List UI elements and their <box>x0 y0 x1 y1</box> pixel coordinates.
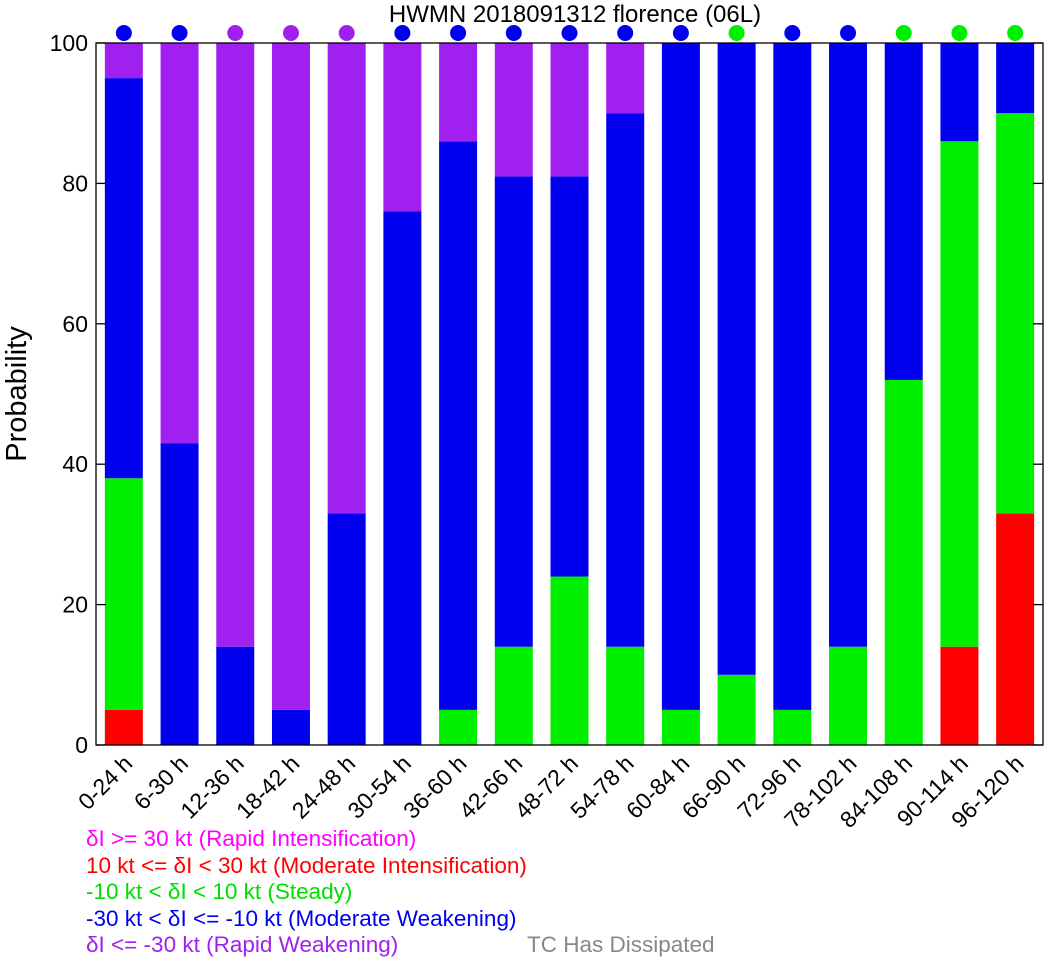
bar-moderate-weakening <box>271 709 310 745</box>
most-likely-dot <box>672 25 689 41</box>
most-likely-dot <box>728 25 745 41</box>
bar-moderate-weakening <box>884 43 923 380</box>
bar-moderate-intensification <box>104 709 143 745</box>
bar-steady <box>940 141 979 647</box>
y-axis-label: Probability <box>1 326 33 462</box>
bar-rapid-weakening <box>550 43 589 177</box>
legend-item-steady: -10 kt < δI < 10 kt (Steady) <box>86 879 353 904</box>
most-likely-dot <box>561 25 578 41</box>
bar-moderate-weakening <box>550 176 589 577</box>
most-likely-dot <box>171 25 188 41</box>
bar-moderate-weakening <box>216 646 255 745</box>
tc-dissipated-note: TC Has Dissipated <box>527 932 715 957</box>
x-tick-label: 0-24 h <box>73 750 138 815</box>
bar-steady <box>606 646 645 745</box>
bar-steady <box>884 379 923 745</box>
bar-moderate-weakening <box>996 43 1035 114</box>
bar-steady <box>550 576 589 745</box>
bar-rapid-weakening <box>216 43 255 647</box>
y-tick-label: 20 <box>62 592 88 618</box>
most-likely-dot <box>1007 25 1024 41</box>
bar-moderate-weakening <box>773 43 812 710</box>
plot-frame <box>95 42 1044 746</box>
bar-steady <box>773 709 812 745</box>
most-likely-dot <box>394 25 411 41</box>
bar-moderate-weakening <box>717 43 756 675</box>
most-likely-dot <box>951 25 968 41</box>
bar-moderate-weakening <box>327 513 366 745</box>
y-tick-label: 0 <box>75 732 88 758</box>
bar-moderate-weakening <box>829 43 868 647</box>
bar-rapid-weakening <box>494 43 533 177</box>
y-tick-label: 80 <box>62 170 88 196</box>
legend-item-moderate-intensification: 10 kt <= δI < 30 kt (Moderate Intensific… <box>86 852 527 878</box>
most-likely-dot <box>115 25 132 41</box>
bar-rapid-weakening <box>104 43 143 79</box>
bar-rapid-weakening <box>606 43 645 114</box>
most-likely-dot <box>227 25 244 41</box>
bar-moderate-weakening <box>383 211 422 746</box>
bar-moderate-weakening <box>494 176 533 647</box>
bar-moderate-weakening <box>104 78 143 479</box>
most-likely-dot <box>840 25 857 41</box>
bar-moderate-intensification <box>996 513 1035 745</box>
bar-rapid-weakening <box>439 43 478 142</box>
bar-steady <box>996 113 1035 514</box>
bar-moderate-weakening <box>940 43 979 142</box>
most-likely-dot <box>282 25 299 41</box>
legend-item-rapid-weakening: δI <= -30 kt (Rapid Weakening) <box>86 932 399 957</box>
bar-moderate-weakening <box>661 43 700 710</box>
legend: δI >= 30 kt (Rapid Intensification) 10 k… <box>86 826 527 959</box>
most-likely-dot-layer <box>115 25 1024 41</box>
chart-title: HWMN 2018091312 florence (06L) <box>389 1 761 28</box>
axis-layer <box>95 42 1044 746</box>
bar-steady <box>104 478 143 710</box>
y-tick-label: 100 <box>50 30 88 56</box>
most-likely-dot <box>505 25 522 41</box>
bar-steady <box>494 646 533 745</box>
bar-rapid-weakening <box>271 43 310 710</box>
bar-moderate-weakening <box>606 113 645 647</box>
bar-rapid-weakening <box>327 43 366 514</box>
bar-rapid-weakening <box>160 43 199 444</box>
most-likely-dot <box>617 25 634 41</box>
bar-moderate-intensification <box>940 646 979 745</box>
y-tick-label: 40 <box>62 451 88 477</box>
bar-moderate-weakening <box>439 141 478 710</box>
bar-layer <box>104 43 1035 746</box>
legend-item-moderate-weakening: -30 kt < δI <= -10 kt (Moderate Weakenin… <box>86 905 517 931</box>
bar-steady <box>829 646 868 745</box>
bar-steady <box>439 709 478 745</box>
most-likely-dot <box>450 25 467 41</box>
most-likely-dot <box>895 25 912 41</box>
bar-steady <box>661 709 700 745</box>
y-tick-label: 60 <box>62 311 88 337</box>
most-likely-dot <box>338 25 355 41</box>
bar-steady <box>717 674 756 745</box>
most-likely-dot <box>784 25 801 41</box>
bar-rapid-weakening <box>383 43 422 212</box>
bar-moderate-weakening <box>160 443 199 745</box>
legend-item-rapid-intensification: δI >= 30 kt (Rapid Intensification) <box>86 826 417 851</box>
